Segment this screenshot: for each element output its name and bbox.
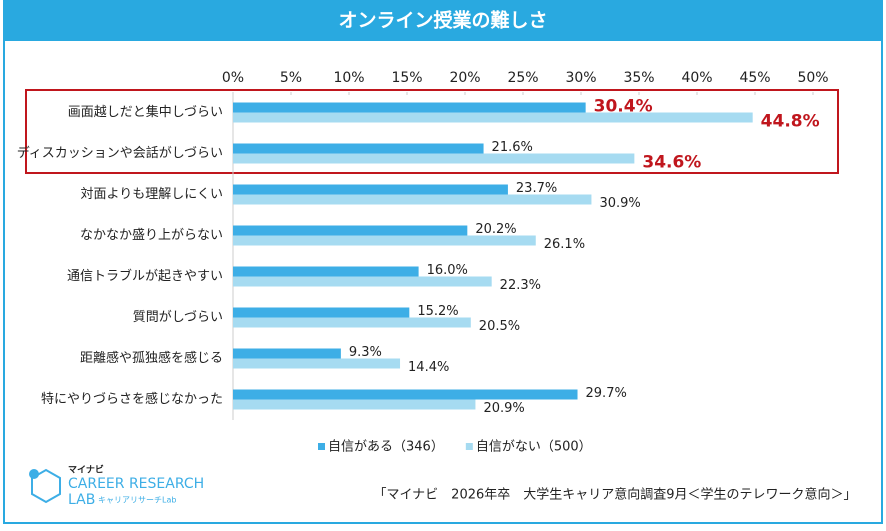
logo: マイナビ CAREER RESEARCH LAB キャリアリサーチLab bbox=[29, 464, 204, 508]
bar bbox=[233, 102, 586, 113]
value-label: 21.6% bbox=[492, 140, 533, 155]
value-label: 30.9% bbox=[599, 196, 640, 211]
logo-line1: CAREER RESEARCH bbox=[68, 476, 204, 492]
x-tick-label: 30% bbox=[565, 70, 596, 86]
value-label: 26.1% bbox=[544, 237, 585, 252]
x-tick-label: 25% bbox=[507, 70, 538, 86]
legend-label: 自信がある（346） bbox=[328, 440, 444, 455]
value-label: 14.4% bbox=[408, 360, 449, 375]
logo-line2: LAB bbox=[68, 492, 95, 508]
x-tick-label: 40% bbox=[681, 70, 712, 86]
bar bbox=[233, 225, 468, 236]
bar bbox=[233, 307, 410, 318]
y-tick-label: ディスカッションや会話がしづらい bbox=[17, 145, 223, 161]
highlight-box bbox=[25, 89, 839, 174]
x-tick-label: 35% bbox=[623, 70, 654, 86]
bar bbox=[233, 358, 401, 369]
bar bbox=[233, 266, 419, 277]
x-tick-label: 20% bbox=[449, 70, 480, 86]
logo-brand: マイナビ bbox=[68, 464, 104, 476]
source: 「マイナビ 2026年卒 大学生キャリア意向調査9月＜学生のテレワーク意向＞」 bbox=[373, 487, 856, 503]
y-tick-label: 通信トラブルが起きやすい bbox=[67, 268, 223, 284]
value-label: 20.2% bbox=[475, 222, 516, 237]
bar bbox=[233, 194, 592, 205]
bar bbox=[233, 143, 484, 154]
value-label: 29.7% bbox=[586, 386, 627, 401]
value-label: 16.0% bbox=[427, 263, 468, 278]
value-label: 34.6% bbox=[642, 153, 701, 173]
value-label: 15.2% bbox=[417, 304, 458, 319]
x-tick-label: 45% bbox=[739, 70, 770, 86]
legend-label: 自信がない（500） bbox=[476, 440, 592, 455]
x-tick-label: 0% bbox=[222, 70, 244, 86]
y-tick-label: 特にやりづらさを感じなかった bbox=[41, 391, 223, 407]
y-tick-label: 質問がしづらい bbox=[133, 310, 223, 325]
bar bbox=[233, 153, 635, 164]
x-tick-label: 5% bbox=[280, 70, 302, 86]
y-tick-label: 画面越しだと集中しづらい bbox=[68, 104, 223, 120]
value-label: 20.9% bbox=[483, 401, 524, 416]
x-tick-label: 15% bbox=[391, 70, 422, 86]
logo-icon bbox=[31, 468, 61, 504]
logo-sub: キャリアリサーチLab bbox=[98, 496, 176, 505]
value-label: 30.4% bbox=[594, 97, 653, 117]
x-tick-label: 50% bbox=[797, 70, 828, 86]
bar bbox=[233, 276, 492, 287]
title-banner bbox=[4, 1, 882, 41]
y-tick-label: なかなか盛り上がらない bbox=[80, 228, 223, 243]
value-label: 20.5% bbox=[479, 319, 520, 334]
value-label: 9.3% bbox=[349, 345, 382, 360]
bar bbox=[233, 317, 471, 328]
bar bbox=[233, 112, 753, 123]
bar bbox=[233, 389, 578, 400]
y-tick-label: 距離感や孤独感を感じる bbox=[80, 350, 223, 366]
value-label: 23.7% bbox=[516, 181, 557, 196]
bar bbox=[233, 184, 508, 195]
logo-dot bbox=[29, 469, 39, 479]
value-label: 44.8% bbox=[761, 112, 820, 132]
bar bbox=[233, 399, 476, 410]
y-tick-label: 対面よりも理解しにくい bbox=[81, 187, 223, 202]
legend-swatch bbox=[465, 443, 473, 450]
bar bbox=[233, 348, 341, 359]
bar bbox=[233, 235, 536, 246]
value-label: 22.3% bbox=[500, 278, 541, 293]
x-tick-label: 10% bbox=[333, 70, 364, 86]
chart-title: オンライン授業の難しさ bbox=[338, 9, 547, 32]
legend-swatch bbox=[318, 443, 325, 450]
